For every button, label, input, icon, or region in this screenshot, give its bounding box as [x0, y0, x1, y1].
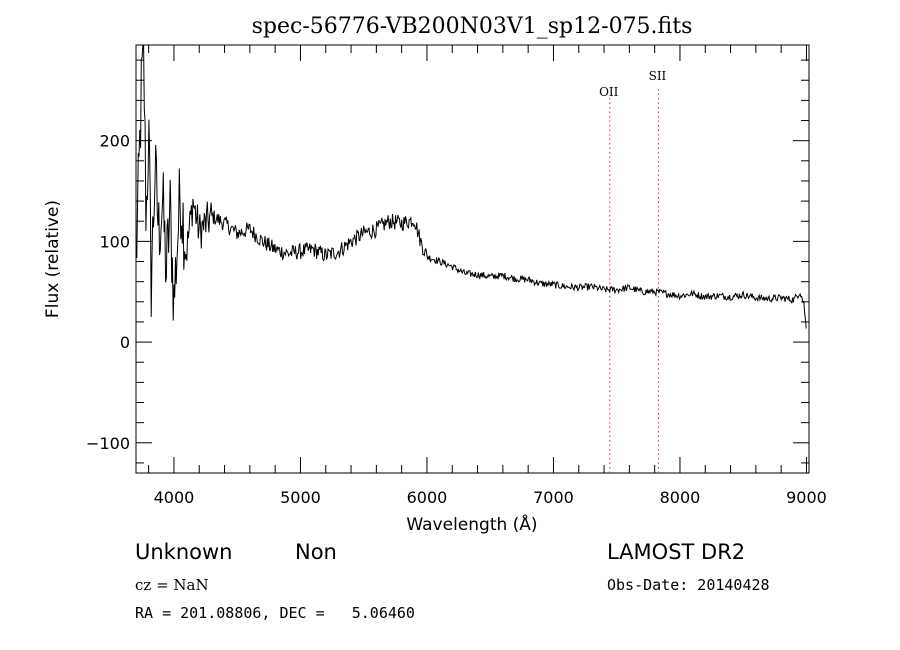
y-tick-label: 200 — [99, 132, 130, 151]
x-tick-label: 9000 — [786, 488, 827, 507]
x-axis-label: Wavelength (Å) — [406, 513, 537, 535]
x-tick-label: 7000 — [533, 488, 574, 507]
x-tick-label: 4000 — [154, 488, 195, 507]
x-tick-label: 8000 — [660, 488, 701, 507]
flux-series-line — [135, 45, 807, 329]
line-label-sii: SII — [649, 69, 667, 83]
x-tick-label: 6000 — [407, 488, 448, 507]
obs-date: Obs-Date: 20140428 — [607, 576, 770, 594]
spectral-type: Unknown — [135, 540, 233, 564]
y-tick-label: −100 — [86, 434, 130, 453]
x-tick-label: 5000 — [280, 488, 321, 507]
y-major-ticks: 200 100 0 −100 — [86, 132, 809, 453]
x-minor-ticks — [148, 45, 782, 473]
chart-title: spec-56776-VB200N03V1_sp12-075.fits — [252, 14, 693, 39]
y-minor-ticks — [136, 59, 809, 464]
spectral-subclass: Non — [295, 540, 337, 564]
plot-frame — [135, 44, 810, 474]
emission-line-markers: OII SII — [599, 69, 667, 473]
line-label-oii: OII — [599, 85, 619, 99]
redshift-readout: cz = NaN — [135, 576, 209, 594]
y-axis-label: Flux (relative) — [43, 200, 63, 318]
y-tick-label: 100 — [99, 232, 130, 251]
y-tick-label: 0 — [120, 333, 130, 352]
ra-dec-readout: RA = 201.08806, DEC = 5.06460 — [135, 604, 415, 622]
x-major-ticks: 4000 5000 6000 7000 8000 9000 — [154, 45, 827, 507]
survey-name: LAMOST DR2 — [607, 540, 746, 564]
